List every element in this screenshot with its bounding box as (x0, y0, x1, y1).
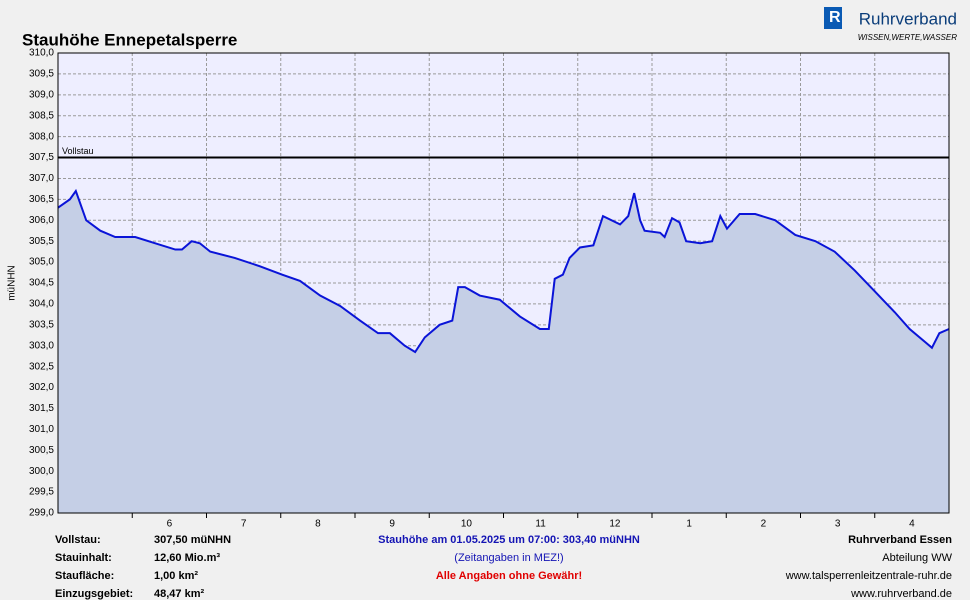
y-tick-label: 310,0 (29, 48, 54, 59)
y-tick-label: 306,0 (29, 215, 54, 226)
y-tick-label: 299,0 (29, 508, 54, 519)
y-tick-label: 309,0 (29, 89, 54, 100)
y-tick-label: 307,5 (29, 152, 54, 163)
footer-right: Ruhrverband Essen (848, 534, 952, 546)
y-tick-label: 307,0 (29, 173, 54, 184)
logo-tagline: WISSEN,WERTE,WASSER (858, 33, 957, 42)
y-tick-label: 302,5 (29, 361, 54, 372)
plot-frame (57, 52, 950, 514)
x-tick-label: 10 (461, 519, 473, 530)
area (58, 191, 949, 513)
y-tick-label: 306,5 (29, 194, 54, 205)
footer-value: 1,00 km² (154, 570, 198, 582)
y-tick-label: 305,0 (29, 257, 54, 268)
x-tick-label: 9 (389, 519, 395, 530)
footer-value: 307,50 müNHN (154, 534, 231, 546)
y-tick-label: 305,5 (29, 236, 54, 247)
y-tick-label: 301,5 (29, 403, 54, 414)
x-tick-label: 8 (315, 519, 321, 530)
footer-right: Abteilung WW (882, 552, 952, 564)
x-tick-label: 7 (241, 519, 247, 530)
y-tick-label: 304,5 (29, 278, 54, 289)
footer-center: Stauhöhe am 01.05.2025 um 07:00: 303,40 … (378, 534, 640, 546)
footer-center: Alle Angaben ohne Gewähr! (436, 570, 582, 582)
footer-value: 12,60 Mio.m³ (154, 552, 220, 564)
x-tick-label: 2 (761, 519, 767, 530)
y-tick-label: 300,5 (29, 445, 54, 456)
y-tick-label: 308,5 (29, 110, 54, 121)
line (57, 188, 950, 354)
y-tick-label: 303,0 (29, 340, 54, 351)
footer-label: Stauinhalt: (55, 552, 112, 564)
logo: R Ruhrverband WISSEN,WERTE,WASSER (824, 7, 957, 42)
x-tick-label: 6 (167, 519, 173, 530)
footer-label: Vollstau: (55, 534, 101, 546)
logo-mark (824, 7, 842, 29)
x-tick-label: 12 (609, 519, 621, 530)
footer-right: www.talsperrenleitzentrale-ruhr.de (785, 570, 952, 582)
chart-title: Stauhöhe Ennepetalsperre (22, 30, 237, 49)
logo-letter: R (829, 9, 841, 26)
logo-name: Ruhrverband (859, 9, 957, 28)
footer-right: www.ruhrverband.de (850, 588, 952, 600)
y-tick-label: 300,0 (29, 466, 54, 477)
y-tick-label: 304,0 (29, 299, 54, 310)
x-tick-label: 3 (835, 519, 841, 530)
y-axis-label: müNHN (7, 265, 18, 301)
footer-label: Staufläche: (55, 570, 114, 582)
y-tick-label: 299,5 (29, 487, 54, 498)
y-tick-label: 309,5 (29, 69, 54, 80)
x-tick-label: 1 (686, 519, 692, 530)
y-tick-label: 301,0 (29, 424, 54, 435)
x-tick-label: 11 (535, 519, 546, 530)
footer-value: 48,47 km² (154, 588, 204, 600)
y-tick-label: 308,0 (29, 131, 54, 142)
x-tick-label: 4 (909, 519, 915, 530)
footer-center: (Zeitangaben in MEZ!) (454, 552, 563, 564)
footer-label: Einzugsgebiet: (55, 588, 133, 600)
reference-label: Vollstau (62, 146, 94, 156)
y-tick-label: 302,0 (29, 382, 54, 393)
y-tick-label: 303,5 (29, 319, 54, 330)
